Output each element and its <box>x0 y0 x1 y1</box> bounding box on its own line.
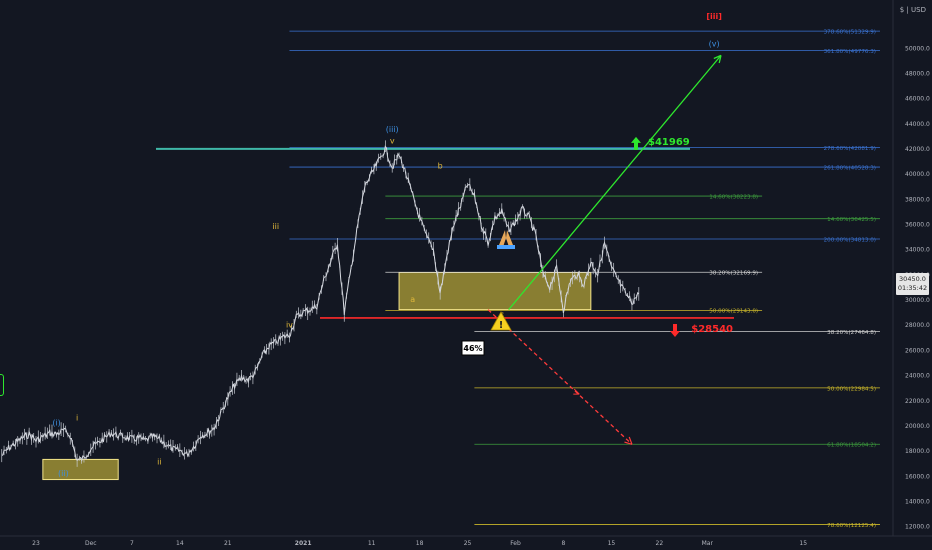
wave-label: (iii) <box>386 125 399 134</box>
fib-level-label: 378.60%(51329.9) <box>824 29 876 35</box>
projection-midmark <box>573 388 580 395</box>
x-tick-label: 11 <box>368 540 376 547</box>
y-tick-label: 20000.0 <box>905 423 930 430</box>
y-tick-label: 26000.0 <box>905 347 930 354</box>
projection-arrowhead <box>624 436 633 445</box>
target-zone <box>42 458 119 481</box>
current-price-tag: 30450.0 01:35:42 <box>896 273 929 295</box>
x-tick-label: 23 <box>32 540 40 547</box>
wave-label: ii <box>157 457 161 466</box>
x-tick-label: Dec <box>85 540 97 547</box>
up-arrow-icon <box>631 136 641 150</box>
y-tick-label: 34000.0 <box>905 247 930 254</box>
wave-label: v <box>390 136 395 145</box>
x-tick-label: Mar <box>702 540 714 547</box>
y-tick-label: 16000.0 <box>905 473 930 480</box>
key-level-label: $41969 <box>648 137 690 148</box>
fib-level-label: 50.00%(29143.0) <box>709 309 758 315</box>
y-tick-label: 42000.0 <box>905 146 930 153</box>
fib-level-label: 50.00%(22984.5) <box>827 386 876 392</box>
wave-label: (v) <box>709 40 720 49</box>
projection-arrowhead <box>713 54 722 64</box>
x-tick-label: 8 <box>562 540 566 547</box>
fib-level-label: 61.80%(18504.2) <box>827 443 876 449</box>
y-tick-label: 44000.0 <box>905 121 930 128</box>
warning-icon <box>490 311 512 331</box>
wave-label: (i) <box>52 418 60 427</box>
wave-label: [iii] <box>706 12 722 21</box>
fib-level-label: 278.60%(42081.9) <box>824 146 876 152</box>
x-tick-label: 2021 <box>295 540 312 547</box>
y-tick-label: 40000.0 <box>905 171 930 178</box>
x-tick-label: 7 <box>130 540 134 547</box>
y-tick-label: 14000.0 <box>905 498 930 505</box>
fib-level-label: 78.60%(12125.4) <box>827 523 876 529</box>
y-tick-label: 38000.0 <box>905 196 930 203</box>
praying-hands-icon <box>497 230 515 249</box>
wave-label: (ii) <box>58 469 69 478</box>
praying-hands-right <box>506 230 513 247</box>
y-tick-label: 46000.0 <box>905 96 930 103</box>
key-level-label: $28540 <box>691 324 733 335</box>
wave-label: iv <box>286 320 293 329</box>
fib-level-label: 14.60%(36425.5) <box>827 217 876 223</box>
fib-level-label: 38.20%(27464.8) <box>827 330 876 336</box>
y-tick-label: 50000.0 <box>905 45 930 52</box>
fib-level-label: 14.60%(38223.8) <box>709 194 758 200</box>
x-tick-label: 22 <box>656 540 664 547</box>
wave-label: i <box>76 413 78 422</box>
down-arrow-icon <box>670 323 680 337</box>
bar-countdown: 01:35:42 <box>897 284 928 292</box>
y-tick-label: 30000.0 <box>905 297 930 304</box>
y-tick-label: 18000.0 <box>905 448 930 455</box>
praying-hands-sleeve <box>497 245 515 249</box>
y-tick-label: 48000.0 <box>905 71 930 78</box>
wave-label: b <box>438 162 443 171</box>
currency-label[interactable]: $ | USD <box>899 6 926 14</box>
percent-badge <box>461 340 485 356</box>
x-tick-label: 25 <box>464 540 472 547</box>
wave-label: a <box>410 295 415 304</box>
percent-badge-label: 46% <box>463 344 482 353</box>
warning-icon-glyph: ! <box>499 320 504 331</box>
y-tick-label: 12000.0 <box>905 524 930 531</box>
current-price: 30450.0 <box>899 275 926 283</box>
praying-hands-left <box>499 230 506 247</box>
x-tick-label: 21 <box>224 540 232 547</box>
x-tick-label: 14 <box>176 540 184 547</box>
y-tick-label: 28000.0 <box>905 322 930 329</box>
left-edge-marker <box>0 374 4 396</box>
bearish-projection-line <box>487 309 633 445</box>
y-tick-label: 36000.0 <box>905 222 930 229</box>
x-tick-label: 18 <box>416 540 424 547</box>
fib-level-label: 200.00%(34813.0) <box>824 237 876 243</box>
fib-level-label: 38.20%(32169.9) <box>709 271 758 277</box>
fib-level-label: 261.80%(40528.3) <box>824 165 876 171</box>
wave-label: iii <box>272 222 279 231</box>
price-series-line <box>1 144 640 463</box>
bullish-projection-line <box>508 54 722 311</box>
y-tick-label: 24000.0 <box>905 373 930 380</box>
y-tick-label: 22000.0 <box>905 398 930 405</box>
fib-level-label: 361.80%(49776.3) <box>824 49 876 55</box>
x-tick-label: 15 <box>608 540 616 547</box>
x-tick-label: 15 <box>799 540 807 547</box>
x-tick-label: Feb <box>510 540 521 547</box>
